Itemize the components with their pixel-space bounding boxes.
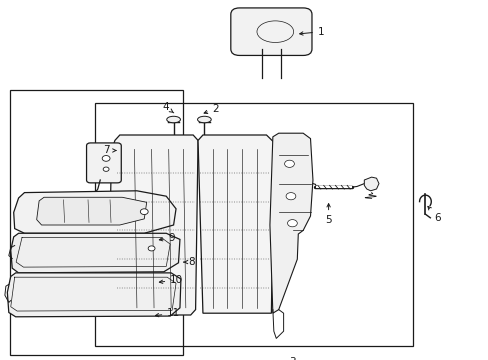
Circle shape xyxy=(284,160,294,167)
Text: 9: 9 xyxy=(159,233,175,243)
Circle shape xyxy=(148,246,155,251)
Text: 3: 3 xyxy=(288,357,295,360)
Text: 1: 1 xyxy=(299,27,324,37)
Text: 6: 6 xyxy=(427,206,440,223)
FancyBboxPatch shape xyxy=(230,8,311,55)
FancyBboxPatch shape xyxy=(86,143,121,183)
Bar xyxy=(95,103,412,346)
Ellipse shape xyxy=(166,116,180,123)
Text: 11: 11 xyxy=(155,308,180,318)
Ellipse shape xyxy=(197,116,211,123)
Polygon shape xyxy=(269,133,312,313)
Polygon shape xyxy=(14,191,176,233)
Circle shape xyxy=(102,156,110,161)
Text: 2: 2 xyxy=(203,104,219,114)
Circle shape xyxy=(285,193,295,200)
Text: 5: 5 xyxy=(325,204,331,225)
Polygon shape xyxy=(37,197,146,225)
Text: 10: 10 xyxy=(159,275,183,285)
Polygon shape xyxy=(198,135,273,313)
Text: 7: 7 xyxy=(103,145,116,156)
Circle shape xyxy=(103,167,109,171)
Polygon shape xyxy=(108,135,198,315)
Polygon shape xyxy=(364,177,378,191)
Circle shape xyxy=(140,209,148,215)
Circle shape xyxy=(287,220,297,227)
Text: 4: 4 xyxy=(162,102,173,113)
Text: 8: 8 xyxy=(188,257,195,267)
Polygon shape xyxy=(11,233,180,273)
Bar xyxy=(10,90,183,355)
Polygon shape xyxy=(7,273,181,317)
